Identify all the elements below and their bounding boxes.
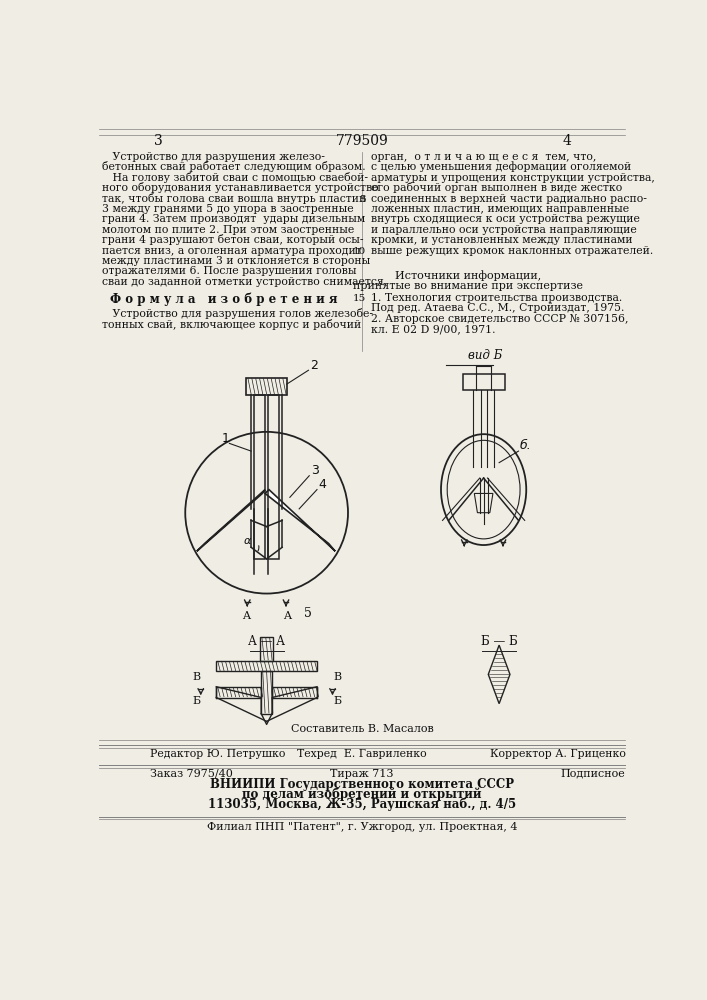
Text: так, чтобы голова сваи вошла внутрь пластин: так, чтобы голова сваи вошла внутрь плас… bbox=[103, 193, 366, 204]
Text: кл. Е 02 D 9/00, 1971.: кл. Е 02 D 9/00, 1971. bbox=[371, 324, 496, 334]
Text: 1: 1 bbox=[222, 432, 230, 445]
Text: Филиал ПНП "Патент", г. Ужгород, ул. Проектная, 4: Филиал ПНП "Патент", г. Ужгород, ул. Про… bbox=[206, 822, 518, 832]
Text: с целью уменьшения деформации оголяемой: с целью уменьшения деформации оголяемой bbox=[371, 162, 631, 172]
Text: б.: б. bbox=[519, 439, 531, 452]
Text: принятые во внимание при экспертизе: принятые во внимание при экспертизе bbox=[353, 281, 583, 291]
Text: 10: 10 bbox=[353, 247, 366, 256]
Text: соединенных в верхней части радиально распо-: соединенных в верхней части радиально ра… bbox=[371, 194, 647, 204]
Text: 1. Технология строительства производства.: 1. Технология строительства производства… bbox=[371, 293, 622, 303]
Text: 2. Авторское свидетельство СССР № 307156,: 2. Авторское свидетельство СССР № 307156… bbox=[371, 314, 629, 324]
Text: Устройство для разрушения железо-: Устройство для разрушения железо- bbox=[103, 152, 325, 162]
Bar bbox=[260, 637, 273, 661]
Text: А — А: А — А bbox=[248, 635, 285, 648]
Bar bbox=[268, 395, 279, 559]
Text: Тираж 713: Тираж 713 bbox=[330, 769, 394, 779]
Bar bbox=[255, 395, 265, 559]
Text: сваи до заданной отметки устройство снимается.: сваи до заданной отметки устройство сним… bbox=[103, 277, 387, 287]
Text: 5: 5 bbox=[304, 607, 312, 620]
Text: Б: Б bbox=[333, 696, 341, 706]
Text: грани 4. Затем производят  удары дизельным: грани 4. Затем производят удары дизельны… bbox=[103, 214, 366, 224]
Text: по делам изобретений и открытий: по делам изобретений и открытий bbox=[243, 788, 481, 801]
Text: пается вниз, а оголенная арматура проходит: пается вниз, а оголенная арматура проход… bbox=[103, 246, 362, 256]
Text: 4: 4 bbox=[562, 134, 571, 148]
Text: Ф о р м у л а   и з о б р е т е н и я: Ф о р м у л а и з о б р е т е н и я bbox=[110, 293, 338, 306]
Text: На голову забитой сваи с помощью сваебой-: На голову забитой сваи с помощью сваебой… bbox=[103, 172, 368, 183]
Text: между пластинами 3 и отклоняется в стороны: между пластинами 3 и отклоняется в сторо… bbox=[103, 256, 370, 266]
Text: 779509: 779509 bbox=[336, 134, 388, 148]
Text: отражателями 6. После разрушения головы: отражателями 6. После разрушения головы bbox=[103, 266, 357, 276]
Text: Техред  Е. Гавриленко: Техред Е. Гавриленко bbox=[297, 749, 427, 759]
Text: вид Б: вид Б bbox=[468, 349, 503, 362]
Text: Источники информации,: Источники информации, bbox=[395, 271, 542, 281]
Text: Б — Б: Б — Б bbox=[481, 635, 518, 648]
Text: 4: 4 bbox=[319, 478, 327, 491]
Text: 3 между гранями 5 до упора в заостренные: 3 между гранями 5 до упора в заостренные bbox=[103, 204, 354, 214]
Text: 113035, Москва, Ж-35, Раушская наб., д. 4/5: 113035, Москва, Ж-35, Раушская наб., д. … bbox=[208, 798, 516, 811]
Text: Устройство для разрушения голов железобе-: Устройство для разрушения голов железобе… bbox=[103, 308, 373, 319]
Text: 3: 3 bbox=[153, 134, 163, 148]
Text: ного оборудования устанавливается устройство: ного оборудования устанавливается устрой… bbox=[103, 182, 379, 193]
Bar bbox=[462, 374, 506, 389]
Text: тонных свай, включающее корпус и рабочий: тонных свай, включающее корпус и рабочий bbox=[103, 319, 361, 330]
Text: Подписное: Подписное bbox=[561, 769, 626, 779]
Text: Редактор Ю. Петрушко: Редактор Ю. Петрушко bbox=[151, 749, 286, 759]
Bar bbox=[216, 661, 317, 671]
Text: выше режущих кромок наклонных отражателей.: выше режущих кромок наклонных отражателе… bbox=[371, 246, 653, 256]
Text: Корректор А. Гриценко: Корректор А. Гриценко bbox=[489, 749, 626, 759]
Text: Заказ 7975/40: Заказ 7975/40 bbox=[151, 769, 233, 779]
Bar bbox=[247, 378, 287, 395]
Text: A: A bbox=[243, 611, 250, 621]
Text: его рабочий орган выполнен в виде жестко: его рабочий орган выполнен в виде жестко bbox=[371, 182, 622, 193]
Text: 15: 15 bbox=[353, 294, 366, 303]
Bar bbox=[216, 687, 261, 698]
Text: арматуры и упрощения конструкции устройства,: арматуры и упрощения конструкции устройс… bbox=[371, 173, 655, 183]
Bar bbox=[261, 671, 272, 714]
Text: ВНИИПИ Государственного комитета СССР: ВНИИПИ Государственного комитета СССР bbox=[210, 778, 514, 791]
Text: Б: Б bbox=[192, 696, 200, 706]
Text: грани 4 разрушают бетон сваи, который осы-: грани 4 разрушают бетон сваи, который ос… bbox=[103, 234, 364, 245]
Polygon shape bbox=[265, 490, 335, 551]
Text: Под ред. Атаева С.С., М., Стройиздат, 1975.: Под ред. Атаева С.С., М., Стройиздат, 19… bbox=[371, 303, 624, 313]
Text: орган,  о т л и ч а ю щ е е с я  тем, что,: орган, о т л и ч а ю щ е е с я тем, что, bbox=[371, 152, 597, 162]
Text: 3: 3 bbox=[311, 464, 319, 477]
Bar bbox=[272, 687, 317, 698]
Text: В: В bbox=[333, 672, 341, 682]
Text: В: В bbox=[192, 672, 200, 682]
Polygon shape bbox=[197, 490, 265, 551]
Text: кромки, и установленных между пластинами: кромки, и установленных между пластинами bbox=[371, 235, 633, 245]
Text: ложенных пластин, имеющих направленные: ложенных пластин, имеющих направленные bbox=[371, 204, 629, 214]
Text: и параллельно оси устройства направляющие: и параллельно оси устройства направляющи… bbox=[371, 225, 637, 235]
Text: 2: 2 bbox=[310, 359, 318, 372]
Text: молотом по плите 2. При этом заостренные: молотом по плите 2. При этом заостренные bbox=[103, 225, 355, 235]
Text: A: A bbox=[283, 611, 291, 621]
Text: внутрь сходящиеся к оси устройства режущие: внутрь сходящиеся к оси устройства режущ… bbox=[371, 214, 640, 224]
Text: 5: 5 bbox=[359, 195, 366, 204]
Text: бетонных свай работает следующим образом.: бетонных свай работает следующим образом… bbox=[103, 161, 366, 172]
Text: Составитель В. Масалов: Составитель В. Масалов bbox=[291, 724, 433, 734]
Text: α: α bbox=[243, 536, 251, 546]
